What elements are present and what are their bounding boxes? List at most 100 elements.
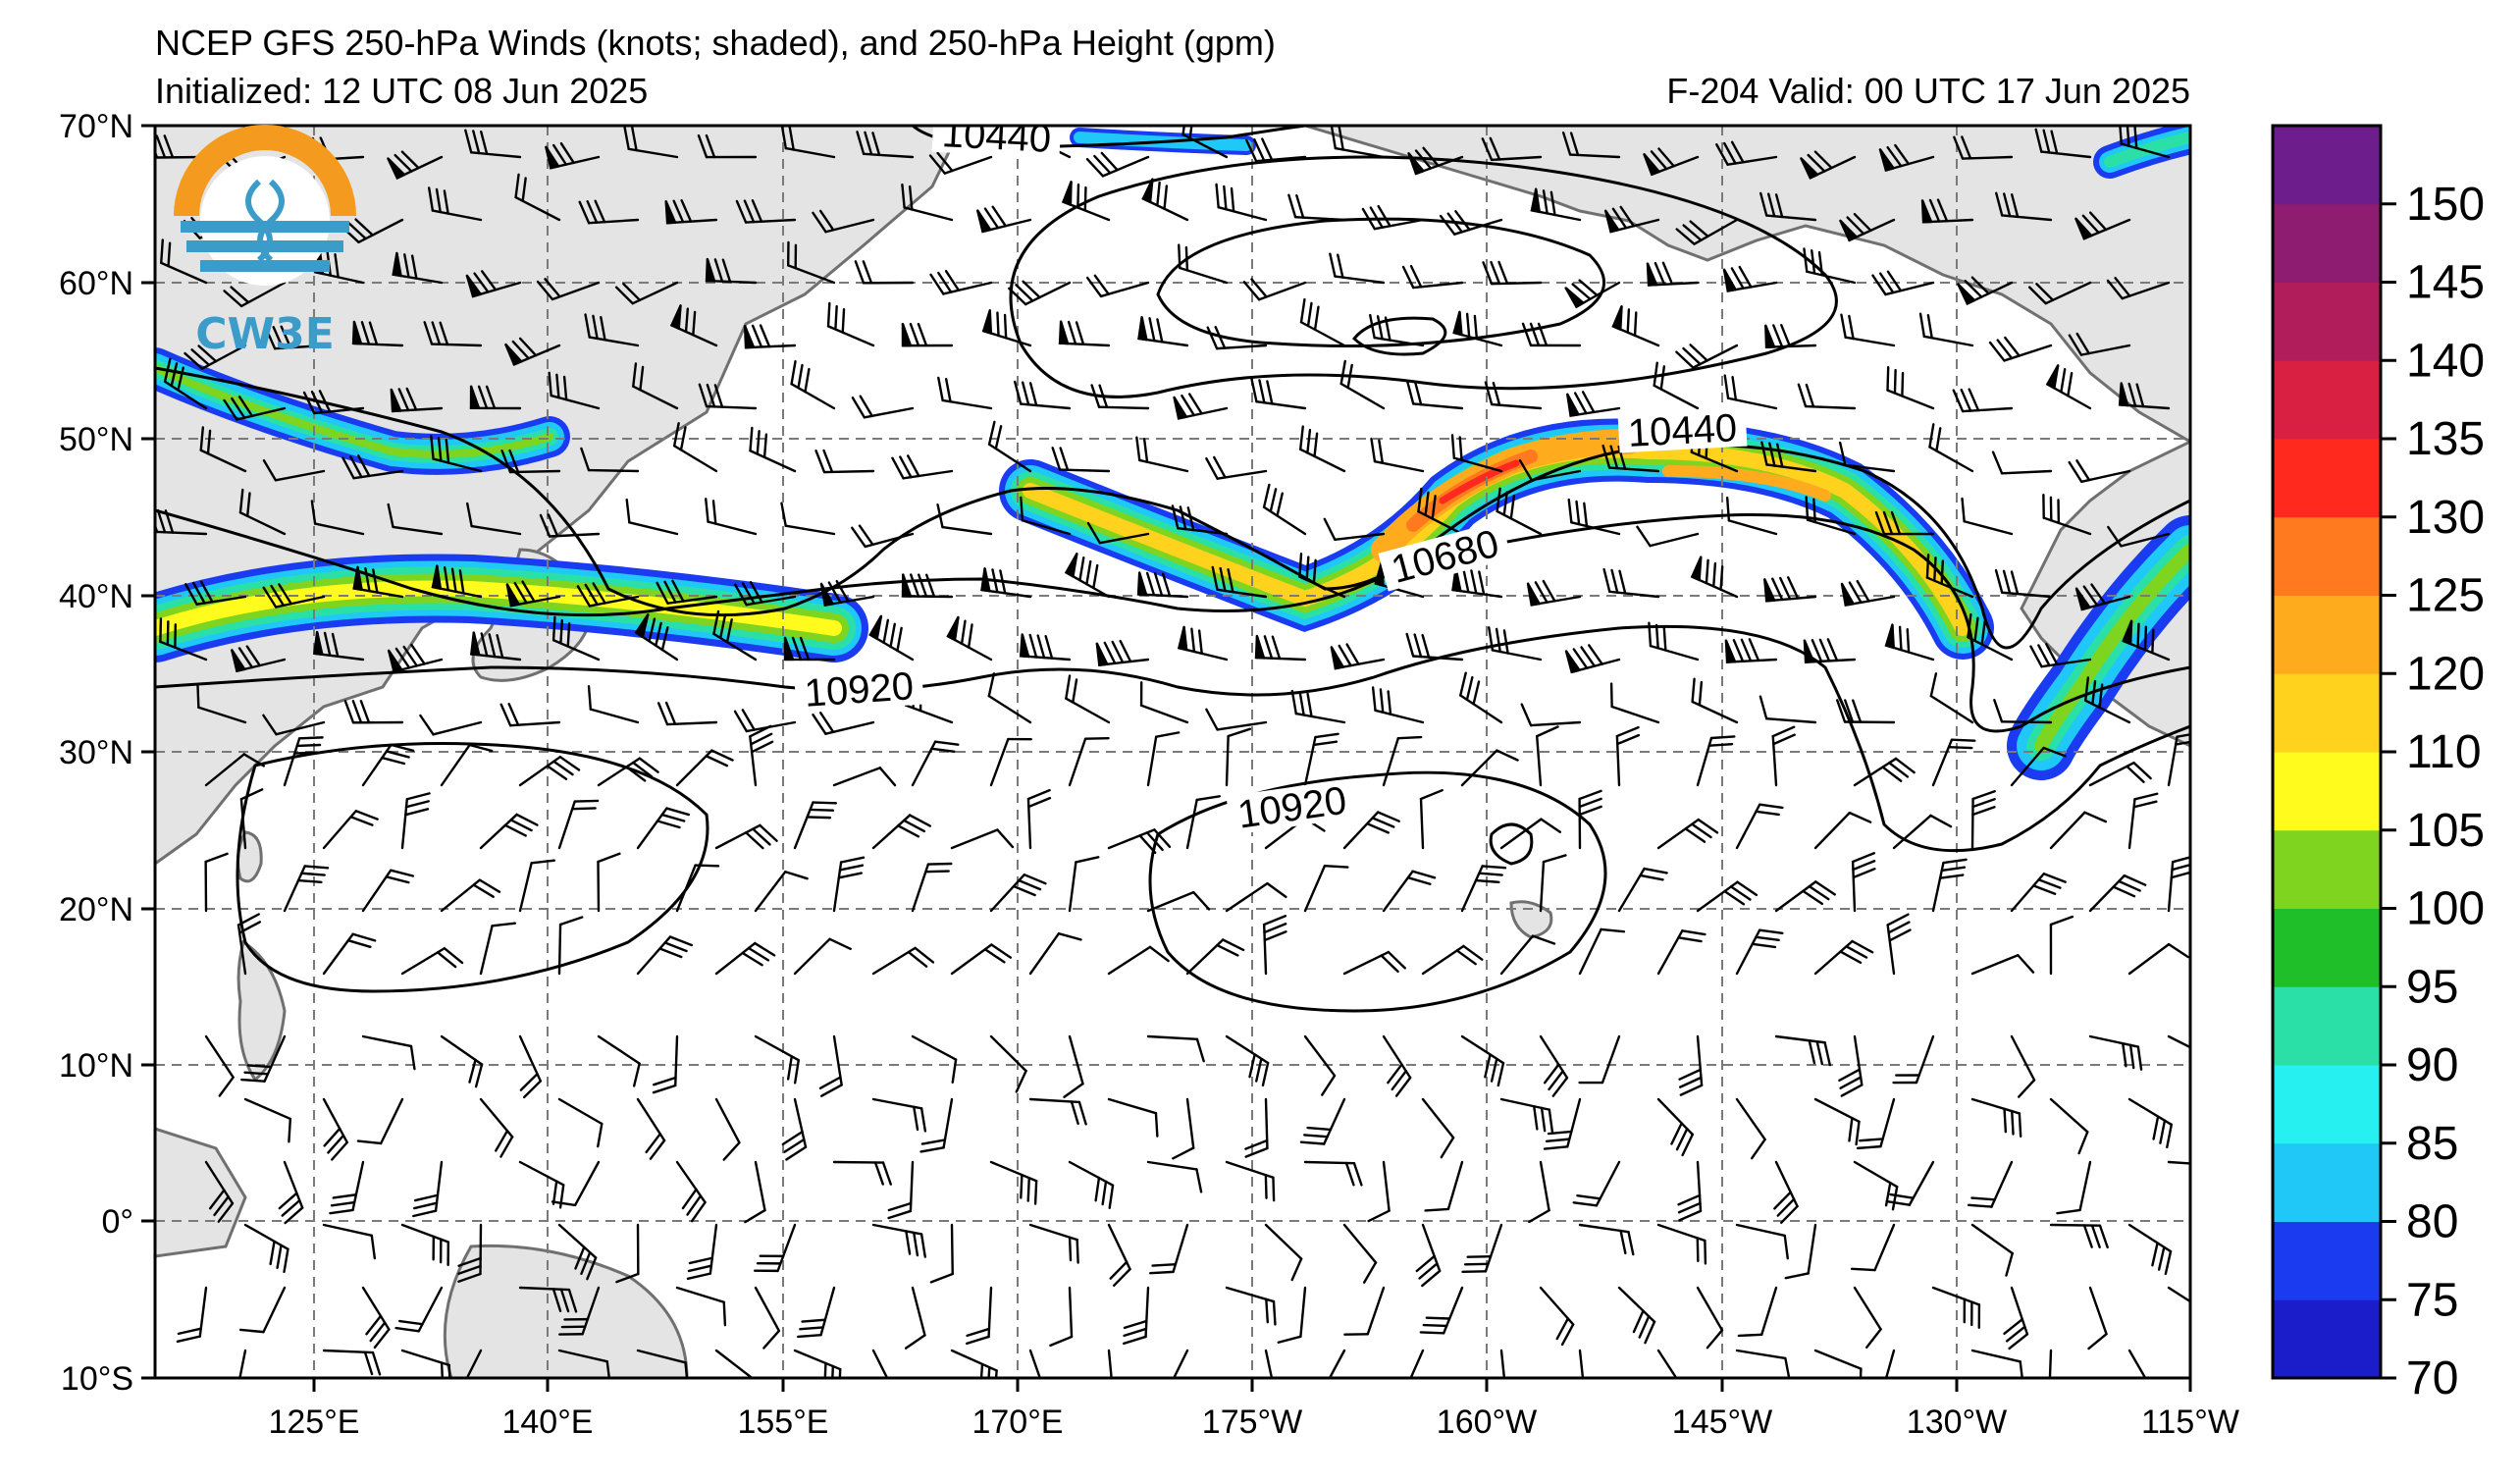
wind-barb — [1656, 818, 1719, 850]
wind-barb — [1603, 205, 1660, 234]
wind-barb — [1177, 625, 1229, 662]
wind-barb — [854, 260, 915, 285]
wind-barb — [1648, 621, 1700, 662]
wind-barb — [1215, 183, 1268, 222]
wind-barb — [793, 801, 838, 850]
wind-barb — [1173, 393, 1229, 420]
wind-barb — [1760, 441, 1817, 473]
wind-barb — [1675, 344, 1739, 369]
colorbar-swatch — [2273, 1142, 2381, 1222]
wind-barb — [1871, 270, 1935, 296]
wind-barb — [283, 865, 330, 913]
wind-barb — [1451, 567, 1503, 599]
colorbar-label: 80 — [2406, 1196, 2458, 1248]
wind-barb — [264, 325, 326, 350]
wind-barb — [1696, 880, 1759, 913]
wind-barb — [705, 257, 758, 285]
wind-barb — [518, 1034, 543, 1099]
wind-barb — [464, 129, 522, 159]
wind-barb — [322, 1223, 377, 1260]
lon-label: 130°W — [1907, 1404, 2007, 1441]
colorbar-label: 70 — [2406, 1352, 2458, 1404]
map-panel: 10440 10440 10680 10920 10920 — [155, 126, 2190, 1378]
colorbar-label: 85 — [2406, 1118, 2458, 1170]
wind-barb — [733, 580, 797, 607]
wind-barb — [1342, 950, 1406, 976]
wind-barb — [302, 390, 365, 415]
wind-barb — [2034, 128, 2092, 159]
wind-barb — [2048, 1349, 2053, 1378]
wind-barb — [1086, 521, 1150, 545]
wind-barb — [1920, 198, 1974, 224]
wind-barb — [871, 946, 935, 976]
wind-barb — [465, 1349, 483, 1378]
wind-barb — [1961, 497, 2014, 536]
lat-lon-grid — [155, 126, 2190, 1378]
wind-barb — [1851, 852, 1876, 913]
wind-barb — [1068, 1160, 1115, 1210]
wind-barb — [465, 270, 522, 298]
wind-barb — [919, 1097, 954, 1153]
wind-barb — [1382, 735, 1423, 787]
wind-barb — [936, 503, 993, 536]
wind-barb — [1290, 689, 1346, 724]
lon-label: 160°W — [1437, 1404, 1537, 1441]
wind-barb — [989, 1034, 1027, 1093]
wind-barb — [891, 454, 954, 480]
wind-barb — [412, 1160, 444, 1218]
colorbar-label: 145 — [2406, 257, 2485, 309]
wind-barb — [2045, 364, 2092, 410]
wind-barb — [400, 1223, 450, 1267]
wind-barb — [735, 198, 797, 224]
contour-10920-north — [155, 624, 2190, 853]
contour-subtropical-high-east — [1148, 770, 1607, 1013]
wind-barb — [1107, 945, 1170, 976]
wind-barb — [430, 435, 483, 473]
wind-barb — [714, 823, 778, 850]
wind-barb — [1242, 278, 1307, 301]
wind-barb — [238, 488, 287, 536]
colorbar-swatch — [2273, 516, 2381, 596]
wind-barb — [1424, 1160, 1464, 1212]
wind-barb — [1342, 811, 1400, 850]
wind-barb — [1609, 682, 1660, 724]
wind-barb — [1723, 374, 1778, 410]
colorbar-swatch — [2273, 126, 2381, 205]
wind-barb — [1450, 434, 1503, 473]
wind-barb — [1918, 312, 1974, 347]
wind-barb — [1008, 280, 1072, 306]
wind-barb — [1566, 391, 1621, 417]
wind-barb — [1520, 703, 1582, 727]
wind-barb — [204, 1034, 235, 1097]
wind-barb — [1988, 336, 2053, 362]
wind-barb — [1957, 276, 2014, 306]
logo-sun-arc — [174, 125, 356, 217]
wind-barb — [832, 1160, 892, 1186]
wind-barb — [1401, 264, 1464, 290]
wind-barb — [1328, 1349, 1346, 1378]
wind-barb — [1840, 579, 1896, 607]
wind-barb — [176, 1286, 208, 1344]
wind-barb — [2088, 761, 2152, 787]
wind-barb — [1737, 1286, 1778, 1338]
wind-barb — [1065, 674, 1111, 724]
latitude-axis: 70°N 60°N 50°N 40°N 30°N 20°N 10°N 0° 10°S — [59, 108, 155, 1398]
wind-barb — [705, 498, 758, 536]
wind-barb — [1675, 218, 1739, 245]
wind-barb — [832, 767, 897, 787]
wind-barb — [469, 631, 522, 662]
wind-barb — [1298, 425, 1346, 473]
wind-barb — [1250, 378, 1307, 410]
wind-barb — [1206, 325, 1268, 350]
wind-barb — [1172, 1349, 1189, 1378]
colorbar-label: 125 — [2406, 570, 2485, 622]
colorbar-swatch — [2273, 203, 2381, 283]
wind-barb — [625, 498, 679, 536]
wind-barb — [204, 753, 266, 787]
wind-barb — [2106, 277, 2171, 300]
wind-barb — [1521, 322, 1582, 347]
wind-barb — [1615, 725, 1641, 787]
wind-barb — [551, 1160, 601, 1207]
wind-barb — [1141, 178, 1189, 222]
wind-barb — [1784, 1223, 1817, 1280]
